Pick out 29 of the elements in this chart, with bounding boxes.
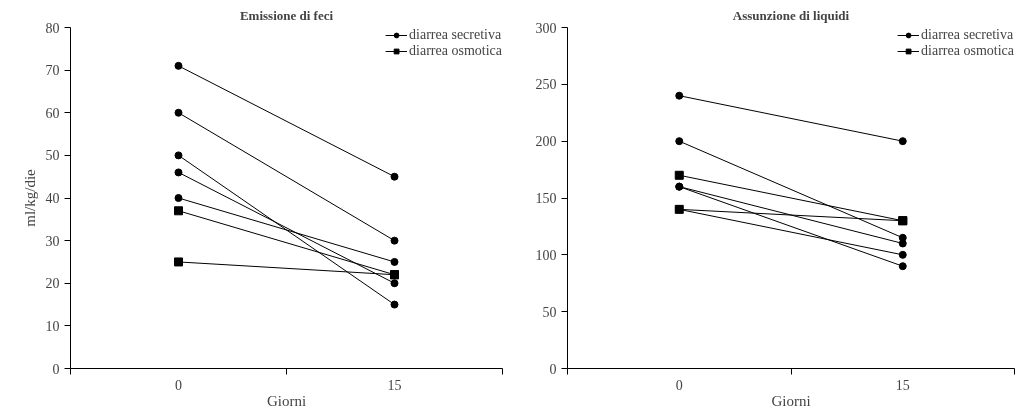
- y-tick-label: 20: [45, 276, 60, 292]
- y-tick-label: 300: [535, 20, 557, 36]
- chart-title: Assunzione di liquidi: [732, 7, 850, 23]
- x-tick-label: 0: [675, 377, 683, 393]
- y-tick-label: 200: [535, 134, 557, 150]
- x-tick-label: 0: [175, 377, 182, 393]
- y-tick-label: 0: [549, 361, 557, 377]
- y-tick-label: 80: [45, 20, 60, 36]
- y-tick-label: 60: [45, 105, 60, 121]
- x-tick-label: 15: [387, 377, 402, 393]
- legend-label: diarrea osmotica: [921, 43, 1014, 59]
- y-tick-label: 40: [45, 191, 60, 206]
- y-tick-label: 250: [535, 77, 557, 93]
- y-tick-label: 70: [45, 63, 60, 79]
- y-tick-label: 30: [45, 233, 60, 249]
- legend-label: diarrea osmotica: [409, 43, 502, 59]
- y-tick-label: 100: [535, 247, 557, 263]
- chart-title: Emissione di feci: [239, 7, 334, 23]
- legend-label: diarrea secretiva: [921, 27, 1014, 43]
- x-axis-title: Giorni: [266, 392, 307, 409]
- legend-label: diarrea secretiva: [409, 27, 502, 43]
- y-tick-label: 0: [52, 361, 60, 377]
- x-tick-label: 15: [895, 377, 910, 393]
- y-tick-label: 10: [45, 318, 60, 334]
- y-axis-title: ml/kg/die: [21, 168, 38, 227]
- y-tick-label: 50: [542, 304, 557, 320]
- y-tick-label: 50: [45, 148, 60, 164]
- y-tick-label: 150: [535, 191, 557, 206]
- x-axis-title: Giorni: [771, 392, 811, 409]
